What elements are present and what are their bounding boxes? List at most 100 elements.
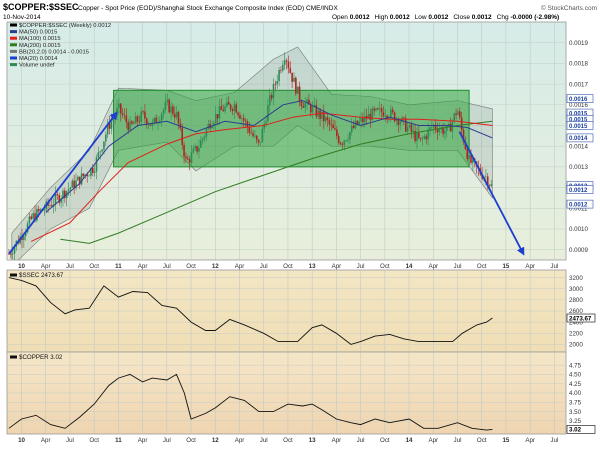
candle-body bbox=[43, 209, 46, 211]
candle-body bbox=[67, 189, 70, 192]
candle-body bbox=[272, 83, 275, 99]
candle-body bbox=[134, 116, 137, 124]
candle-body bbox=[300, 101, 303, 107]
candle-body bbox=[37, 209, 40, 212]
candle-body bbox=[431, 127, 433, 128]
candle-body bbox=[196, 146, 198, 152]
legend-swatch bbox=[10, 63, 17, 67]
y-tick-label: 0.0014 bbox=[569, 143, 588, 150]
trend-arrows bbox=[8, 111, 525, 256]
x-tick-label: Jul bbox=[66, 437, 74, 444]
candle-body bbox=[332, 124, 334, 129]
candle-body bbox=[418, 132, 420, 138]
ohlc-label: Chg bbox=[497, 14, 511, 21]
candle-body bbox=[185, 156, 187, 159]
candle-body bbox=[119, 103, 122, 114]
x-tick-label: Oct bbox=[186, 437, 196, 444]
x-tick-label: 13 bbox=[309, 263, 316, 270]
panel-title-swatch bbox=[10, 273, 17, 277]
candle-body bbox=[403, 117, 405, 119]
candle-body bbox=[10, 253, 12, 255]
x-tick-label: Oct bbox=[186, 263, 196, 270]
candle-body bbox=[289, 68, 292, 73]
x-tick-label: 11 bbox=[115, 263, 122, 270]
candle-body bbox=[278, 69, 280, 82]
candle-body bbox=[274, 83, 277, 85]
candle-body bbox=[462, 129, 465, 142]
ohlc-label: Close bbox=[453, 14, 471, 21]
candle-body bbox=[336, 129, 338, 137]
value-badge-text: 0.0015 bbox=[569, 124, 588, 130]
x-tick-label: Jul bbox=[66, 263, 74, 270]
candle-body bbox=[459, 111, 461, 118]
x-tick-label: 10 bbox=[18, 263, 25, 270]
trend-arrow bbox=[458, 131, 525, 256]
x-tick-label: Jul bbox=[260, 437, 268, 444]
candle-body bbox=[172, 106, 174, 115]
candle-body bbox=[466, 148, 469, 160]
candle-body bbox=[339, 142, 342, 145]
candle-body bbox=[24, 232, 27, 237]
candle-body bbox=[334, 128, 336, 130]
x-tick-label: Oct bbox=[477, 437, 487, 444]
y-tick-label: 4.25 bbox=[569, 381, 582, 388]
ohlc-value: 0.0012 bbox=[428, 14, 448, 21]
ohlc-value: 0.0012 bbox=[472, 14, 492, 21]
ma50-line bbox=[45, 100, 493, 213]
candle-body bbox=[80, 173, 83, 185]
candle-body bbox=[250, 132, 252, 134]
candle-body bbox=[164, 101, 167, 110]
candle-body bbox=[308, 99, 310, 105]
x-tick-label: Apr bbox=[41, 263, 51, 270]
x-tick-label: Apr bbox=[332, 263, 342, 270]
candle-body bbox=[304, 103, 306, 108]
x-tick-label: Apr bbox=[428, 263, 438, 270]
candle-body bbox=[136, 116, 139, 122]
candle-body bbox=[395, 118, 398, 122]
candle-body bbox=[291, 72, 293, 82]
x-tick-label: Oct bbox=[380, 263, 390, 270]
candle-body bbox=[390, 109, 392, 119]
candle-body bbox=[95, 157, 98, 172]
candle-body bbox=[222, 109, 224, 112]
candle-body bbox=[97, 152, 100, 158]
candle-body bbox=[436, 129, 439, 133]
candle-body bbox=[56, 194, 59, 196]
candle-body bbox=[382, 112, 385, 117]
candle-body bbox=[90, 168, 92, 176]
y-tick-label: 2800 bbox=[569, 297, 583, 304]
panel-title: $COPPER 3.02 bbox=[19, 354, 63, 361]
legend-entry: MA(20) 0.0014 bbox=[19, 56, 58, 62]
candle-body bbox=[231, 109, 234, 112]
ohlc-value: 0.0012 bbox=[390, 14, 410, 21]
candle-body bbox=[168, 99, 170, 113]
candle-body bbox=[146, 118, 148, 125]
value-badge-text: 0.0015 bbox=[569, 111, 588, 117]
candle-body bbox=[160, 114, 163, 121]
candle-body bbox=[337, 136, 340, 143]
x-tick-label: Apr bbox=[235, 437, 245, 444]
candle-body bbox=[406, 127, 409, 132]
value-badge-text: 0.0012 bbox=[569, 202, 588, 208]
candle-body bbox=[296, 86, 299, 94]
candle-body bbox=[58, 195, 61, 203]
candle-body bbox=[434, 124, 437, 130]
legend-entry: Volume undef bbox=[19, 63, 55, 69]
candle-body bbox=[410, 124, 413, 132]
candle-body bbox=[373, 108, 375, 111]
candle-body bbox=[127, 122, 129, 131]
candle-body bbox=[237, 112, 239, 116]
candle-body bbox=[298, 86, 301, 102]
candle-body bbox=[144, 111, 146, 119]
candle-body bbox=[295, 77, 297, 94]
candle-body bbox=[64, 190, 66, 199]
ma100-line bbox=[30, 112, 493, 242]
candle-body bbox=[153, 117, 156, 123]
candle-body bbox=[248, 126, 251, 133]
y-tick-label: 4.75 bbox=[569, 362, 582, 369]
last-value-badge bbox=[566, 313, 596, 323]
candle-body bbox=[367, 113, 370, 120]
candle-body bbox=[375, 108, 377, 111]
